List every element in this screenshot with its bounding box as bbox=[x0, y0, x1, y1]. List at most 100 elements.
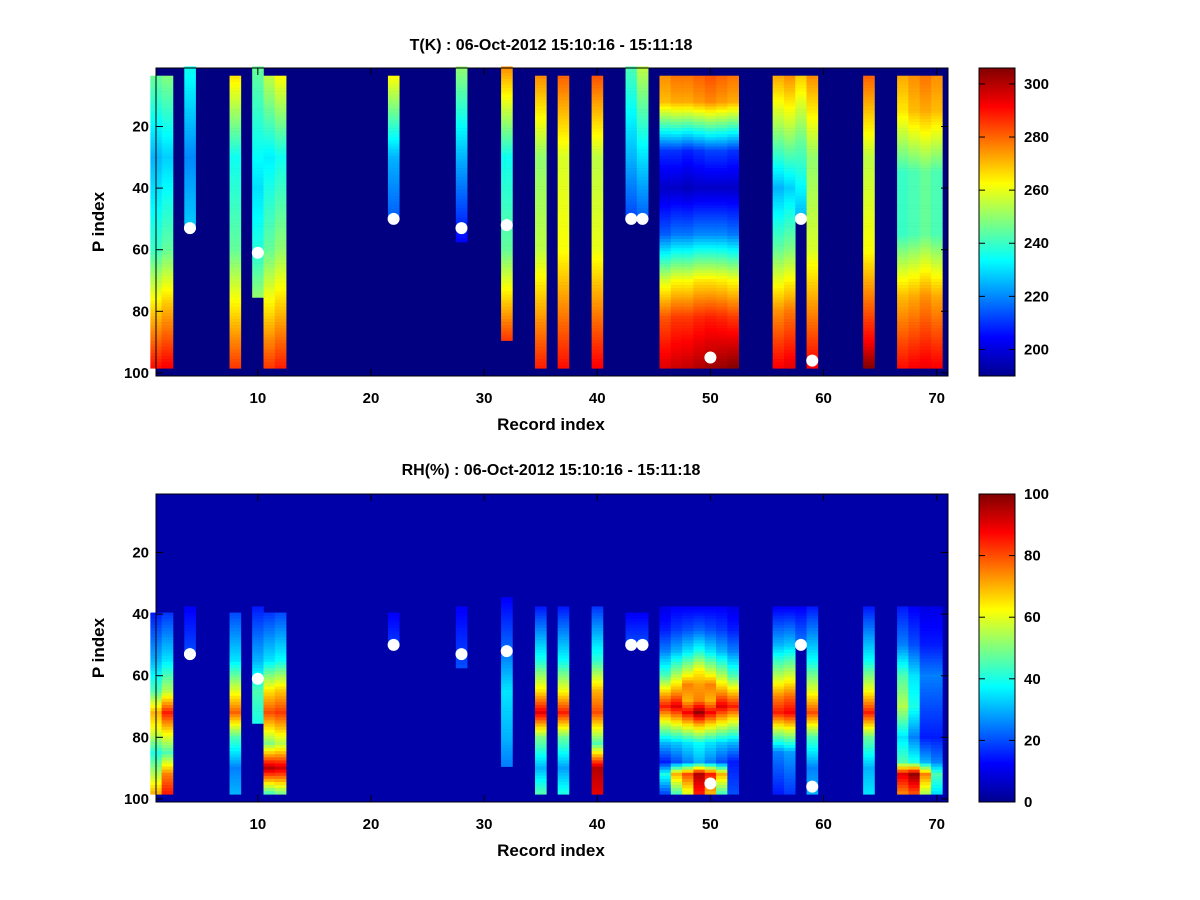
heatmap-cell bbox=[919, 674, 932, 678]
heatmap-cell bbox=[682, 269, 694, 274]
heatmap-cell bbox=[229, 285, 242, 289]
heatmap-cell bbox=[919, 84, 932, 89]
heatmap-cell bbox=[716, 263, 728, 267]
heatmap-cell bbox=[908, 189, 921, 194]
heatmap-column-56 bbox=[772, 75, 785, 369]
heatmap-cell bbox=[387, 84, 400, 89]
heatmap-cell bbox=[557, 149, 570, 153]
heatmap-cell bbox=[535, 124, 547, 129]
heatmap-cell bbox=[772, 134, 785, 138]
heatmap-cell bbox=[716, 297, 728, 301]
heatmap-cell bbox=[501, 720, 513, 724]
heatmap-cell bbox=[274, 94, 287, 98]
heatmap-cell bbox=[783, 146, 796, 150]
heatmap-cell bbox=[716, 186, 728, 190]
heatmap-cell bbox=[263, 362, 276, 366]
heatmap-cell bbox=[806, 609, 819, 613]
heatmap-cell bbox=[535, 186, 547, 190]
heatmap-cell bbox=[931, 322, 943, 326]
heatmap-cell bbox=[636, 634, 649, 638]
heatmap-cell bbox=[535, 732, 547, 737]
heatmap-cell bbox=[387, 624, 400, 629]
heatmap-cell bbox=[161, 205, 174, 209]
heatmap-cell bbox=[908, 609, 921, 613]
heatmap-cell bbox=[659, 766, 672, 770]
heatmap-cell bbox=[682, 211, 694, 215]
heatmap-cell bbox=[908, 720, 921, 724]
heatmap-cell bbox=[455, 211, 468, 215]
heatmap-cell bbox=[659, 248, 672, 252]
heatmap-cell bbox=[727, 214, 739, 218]
heatmap-cell bbox=[161, 201, 174, 206]
heatmap-cell bbox=[161, 84, 174, 89]
heatmap-cell bbox=[535, 704, 547, 709]
heatmap-cell bbox=[931, 652, 943, 656]
heatmap-cell bbox=[274, 359, 287, 363]
heatmap-cell bbox=[795, 155, 807, 160]
heatmap-cell bbox=[274, 631, 287, 635]
heatmap-cell bbox=[636, 91, 649, 95]
heatmap-cell bbox=[535, 334, 547, 338]
heatmap-cell bbox=[263, 723, 276, 727]
heatmap-cell bbox=[557, 94, 570, 98]
heatmap-cell bbox=[783, 683, 796, 687]
heatmap-cell bbox=[670, 189, 683, 194]
heatmap-cell bbox=[772, 128, 785, 132]
heatmap-cell bbox=[184, 88, 196, 92]
heatmap-cell bbox=[727, 738, 739, 743]
heatmap-cell bbox=[727, 81, 739, 86]
heatmap-cell bbox=[693, 671, 706, 675]
heatmap-cell bbox=[557, 735, 570, 740]
heatmap-cell bbox=[795, 195, 807, 200]
heatmap-cell bbox=[772, 637, 785, 641]
heatmap-cell bbox=[908, 84, 921, 89]
heatmap-cell bbox=[727, 112, 739, 117]
heatmap-cell bbox=[591, 334, 604, 338]
heatmap-cell bbox=[252, 118, 264, 123]
heatmap-cell bbox=[908, 100, 921, 104]
heatmap-cell bbox=[535, 658, 547, 663]
heatmap-cell bbox=[161, 177, 174, 181]
heatmap-cell bbox=[161, 631, 174, 635]
heatmap-cell bbox=[229, 760, 242, 764]
heatmap-cell bbox=[931, 355, 943, 360]
heatmap-cell bbox=[931, 245, 943, 249]
heatmap-cell bbox=[783, 248, 796, 252]
heatmap-cell bbox=[274, 285, 287, 289]
heatmap-cell bbox=[919, 655, 932, 660]
heatmap-cell bbox=[274, 251, 287, 255]
heatmap-cell bbox=[591, 346, 604, 351]
heatmap-cell bbox=[535, 726, 547, 730]
heatmap-cell bbox=[274, 303, 287, 307]
heatmap-cell bbox=[897, 319, 909, 323]
heatmap-cell bbox=[806, 242, 819, 246]
heatmap-cell bbox=[263, 115, 276, 120]
heatmap-cell bbox=[591, 303, 604, 307]
heatmap-cell bbox=[931, 100, 943, 104]
heatmap-cell bbox=[716, 155, 728, 160]
heatmap-cell bbox=[535, 309, 547, 314]
heatmap-cell bbox=[727, 195, 739, 200]
heatmap-cell bbox=[716, 649, 728, 653]
heatmap-cell bbox=[919, 778, 932, 783]
heatmap-cell bbox=[263, 103, 276, 107]
heatmap-cell bbox=[897, 217, 909, 221]
heatmap-cell bbox=[659, 272, 672, 277]
heatmap-cell bbox=[659, 285, 672, 289]
heatmap-cell bbox=[716, 211, 728, 215]
heatmap-cell bbox=[772, 186, 785, 190]
heatmap-cell bbox=[501, 643, 513, 647]
heatmap-cell bbox=[693, 362, 706, 366]
heatmap-cell bbox=[557, 751, 570, 755]
heatmap-cell bbox=[704, 137, 717, 141]
heatmap-cell bbox=[184, 171, 196, 175]
heatmap-cell bbox=[670, 643, 683, 647]
heatmap-cell bbox=[919, 618, 932, 623]
heatmap-cell bbox=[501, 128, 513, 132]
heatmap-cell bbox=[682, 720, 694, 724]
heatmap-cell bbox=[670, 192, 683, 197]
heatmap-cell bbox=[557, 766, 570, 770]
heatmap-cell bbox=[263, 75, 276, 80]
heatmap-cell bbox=[727, 97, 739, 101]
heatmap-cell bbox=[704, 226, 717, 230]
